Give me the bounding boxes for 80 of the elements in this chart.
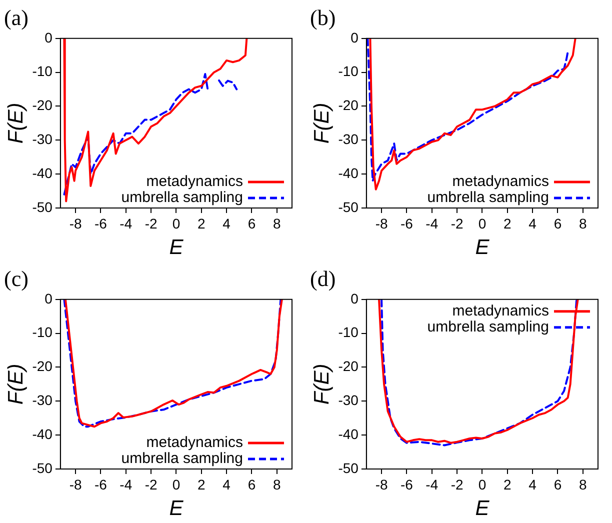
x-axis-title: E xyxy=(169,236,184,260)
y-tick-label: -30 xyxy=(32,131,53,148)
legend-label: umbrella sampling xyxy=(427,189,549,206)
x-tick-label: 6 xyxy=(554,476,562,492)
x-tick-label: 0 xyxy=(478,215,486,232)
y-tick-label: -20 xyxy=(338,358,359,374)
x-axis-title: E xyxy=(475,236,490,260)
chart-title: (a) xyxy=(4,4,28,30)
y-tick-label: -40 xyxy=(338,426,359,442)
y-tick-label: -40 xyxy=(32,164,53,181)
legend-label: metadynamics xyxy=(452,173,549,190)
y-tick-label: -20 xyxy=(338,97,359,114)
x-tick-label: 2 xyxy=(197,215,206,232)
y-tick-label: -10 xyxy=(338,63,359,80)
y-tick-label: -10 xyxy=(338,324,359,340)
x-tick-label: -8 xyxy=(375,215,388,232)
x-tick-label: 2 xyxy=(197,476,206,492)
x-tick-label: -2 xyxy=(450,476,464,492)
y-axis-title: F(E) xyxy=(310,364,334,405)
y-axis-title: F(E) xyxy=(4,364,28,405)
chart-title: (c) xyxy=(4,266,28,291)
x-tick-label: 2 xyxy=(503,215,512,232)
x-tick-label: 6 xyxy=(248,215,256,232)
legend-label: umbrella sampling xyxy=(121,189,243,206)
x-tick-label: -8 xyxy=(69,215,82,232)
x-tick-label: 4 xyxy=(222,476,231,492)
x-tick-label: 6 xyxy=(248,476,256,492)
x-tick-label: 0 xyxy=(172,215,180,232)
y-tick-label: -30 xyxy=(338,131,359,148)
x-tick-label: -6 xyxy=(400,215,414,232)
legend-label: umbrella sampling xyxy=(427,318,549,336)
legend-label: metadynamics xyxy=(146,434,243,452)
x-tick-label: -4 xyxy=(426,476,438,492)
x-tick-label: -4 xyxy=(120,476,132,492)
x-tick-label: 8 xyxy=(579,215,587,232)
y-axis-title: F(E) xyxy=(4,102,28,144)
y-tick-label: -50 xyxy=(338,198,359,215)
legend-label: umbrella sampling xyxy=(121,450,243,468)
y-tick-label: -10 xyxy=(32,63,53,80)
y-tick-label: -40 xyxy=(32,426,53,442)
y-tick-label: -40 xyxy=(338,164,359,181)
x-tick-label: 4 xyxy=(528,215,537,232)
x-tick-label: 8 xyxy=(273,476,281,492)
x-tick-label: -2 xyxy=(450,215,464,232)
y-tick-label: 0 xyxy=(350,29,359,46)
x-tick-label: 0 xyxy=(478,476,486,492)
x-tick-label: 6 xyxy=(554,215,562,232)
x-tick-label: 0 xyxy=(172,476,180,492)
y-tick-label: -20 xyxy=(32,358,53,374)
y-axis-title: F(E) xyxy=(310,102,334,144)
x-tick-label: 4 xyxy=(528,476,537,492)
chart-title: (d) xyxy=(310,266,336,291)
x-tick-label: 8 xyxy=(273,215,281,232)
x-tick-label: 8 xyxy=(579,476,587,492)
x-tick-label: -8 xyxy=(375,476,388,492)
x-tick-label: -4 xyxy=(120,215,132,232)
legend-label: metadynamics xyxy=(452,302,549,320)
x-axis-title: E xyxy=(169,497,184,520)
x-tick-label: -6 xyxy=(94,215,108,232)
y-tick-label: -30 xyxy=(32,392,53,408)
x-axis-title: E xyxy=(475,497,490,520)
y-tick-label: 0 xyxy=(44,290,53,306)
x-tick-label: -6 xyxy=(94,476,108,492)
chart-title: (b) xyxy=(310,4,336,30)
y-tick-label: 0 xyxy=(350,290,359,306)
x-tick-label: -2 xyxy=(144,215,158,232)
y-tick-label: -10 xyxy=(32,324,53,340)
y-tick-label: -50 xyxy=(338,460,359,476)
y-tick-label: -50 xyxy=(32,198,53,215)
x-tick-label: -2 xyxy=(144,476,158,492)
x-tick-label: -4 xyxy=(426,215,438,232)
y-tick-label: 0 xyxy=(44,29,53,46)
x-tick-label: -8 xyxy=(69,476,82,492)
legend-label: metadynamics xyxy=(146,173,243,190)
x-tick-label: 2 xyxy=(503,476,512,492)
x-tick-label: 4 xyxy=(222,215,231,232)
y-tick-label: -50 xyxy=(32,460,53,476)
x-tick-label: -6 xyxy=(400,476,414,492)
y-tick-label: -30 xyxy=(338,392,359,408)
y-tick-label: -20 xyxy=(32,97,53,114)
